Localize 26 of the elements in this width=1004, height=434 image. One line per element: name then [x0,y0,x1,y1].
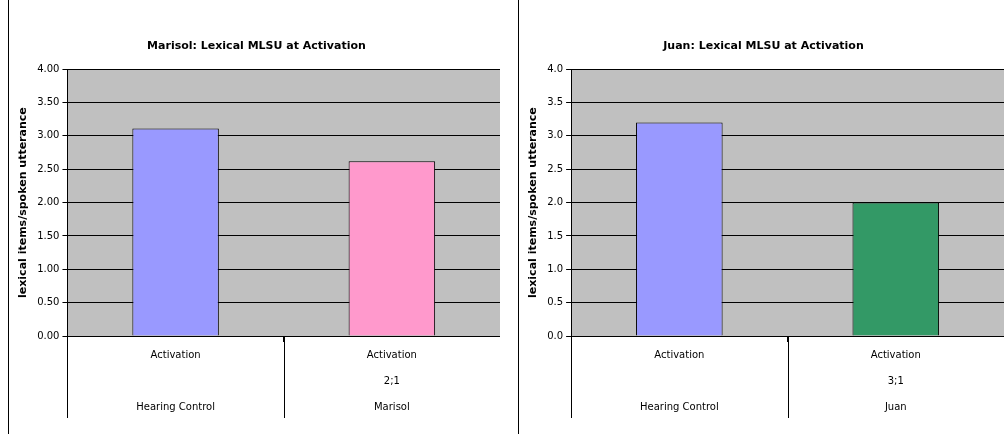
y-tick-label: 2.0 [547,196,564,208]
category-label: Activation Hearing Control [639,348,719,412]
y-tick-label: 0.50 [37,296,60,308]
y-tick-label: 0.5 [547,296,564,308]
category-label: Activation 2;1 Marisol [366,348,417,412]
y-tick-label: 2.50 [37,162,60,174]
y-tick-label: 4.00 [37,62,60,74]
y-tick-label: 3.5 [547,96,564,108]
y-tick-label: 0.00 [37,329,60,341]
y-axis-title: lexical items/spoken utterance [526,107,540,298]
y-tick-label: 1.5 [547,229,564,241]
y-axis-title: lexical items/spoken utterance [16,107,30,298]
category-label: Activation Hearing Control [136,348,215,412]
y-tick-label: 1.00 [37,262,60,274]
y-tick-label: 3.0 [547,129,564,141]
y-tick-label: 1.0 [547,262,564,274]
y-tick-label: 2.5 [547,162,564,174]
y-tick-label: 3.50 [37,96,60,108]
y-tick-label: 0.0 [547,329,564,341]
chart-title: Marisol: Lexical MLSU at Activation [147,39,366,53]
y-tick-label: 3.00 [37,129,60,141]
y-tick-label: 2.00 [37,196,60,208]
y-tick-label: 4.0 [547,62,564,74]
chart-title: Juan: Lexical MLSU at Activation [662,39,864,53]
y-tick-label: 1.50 [37,229,60,241]
category-label: Activation 3;1 Juan [870,348,921,412]
